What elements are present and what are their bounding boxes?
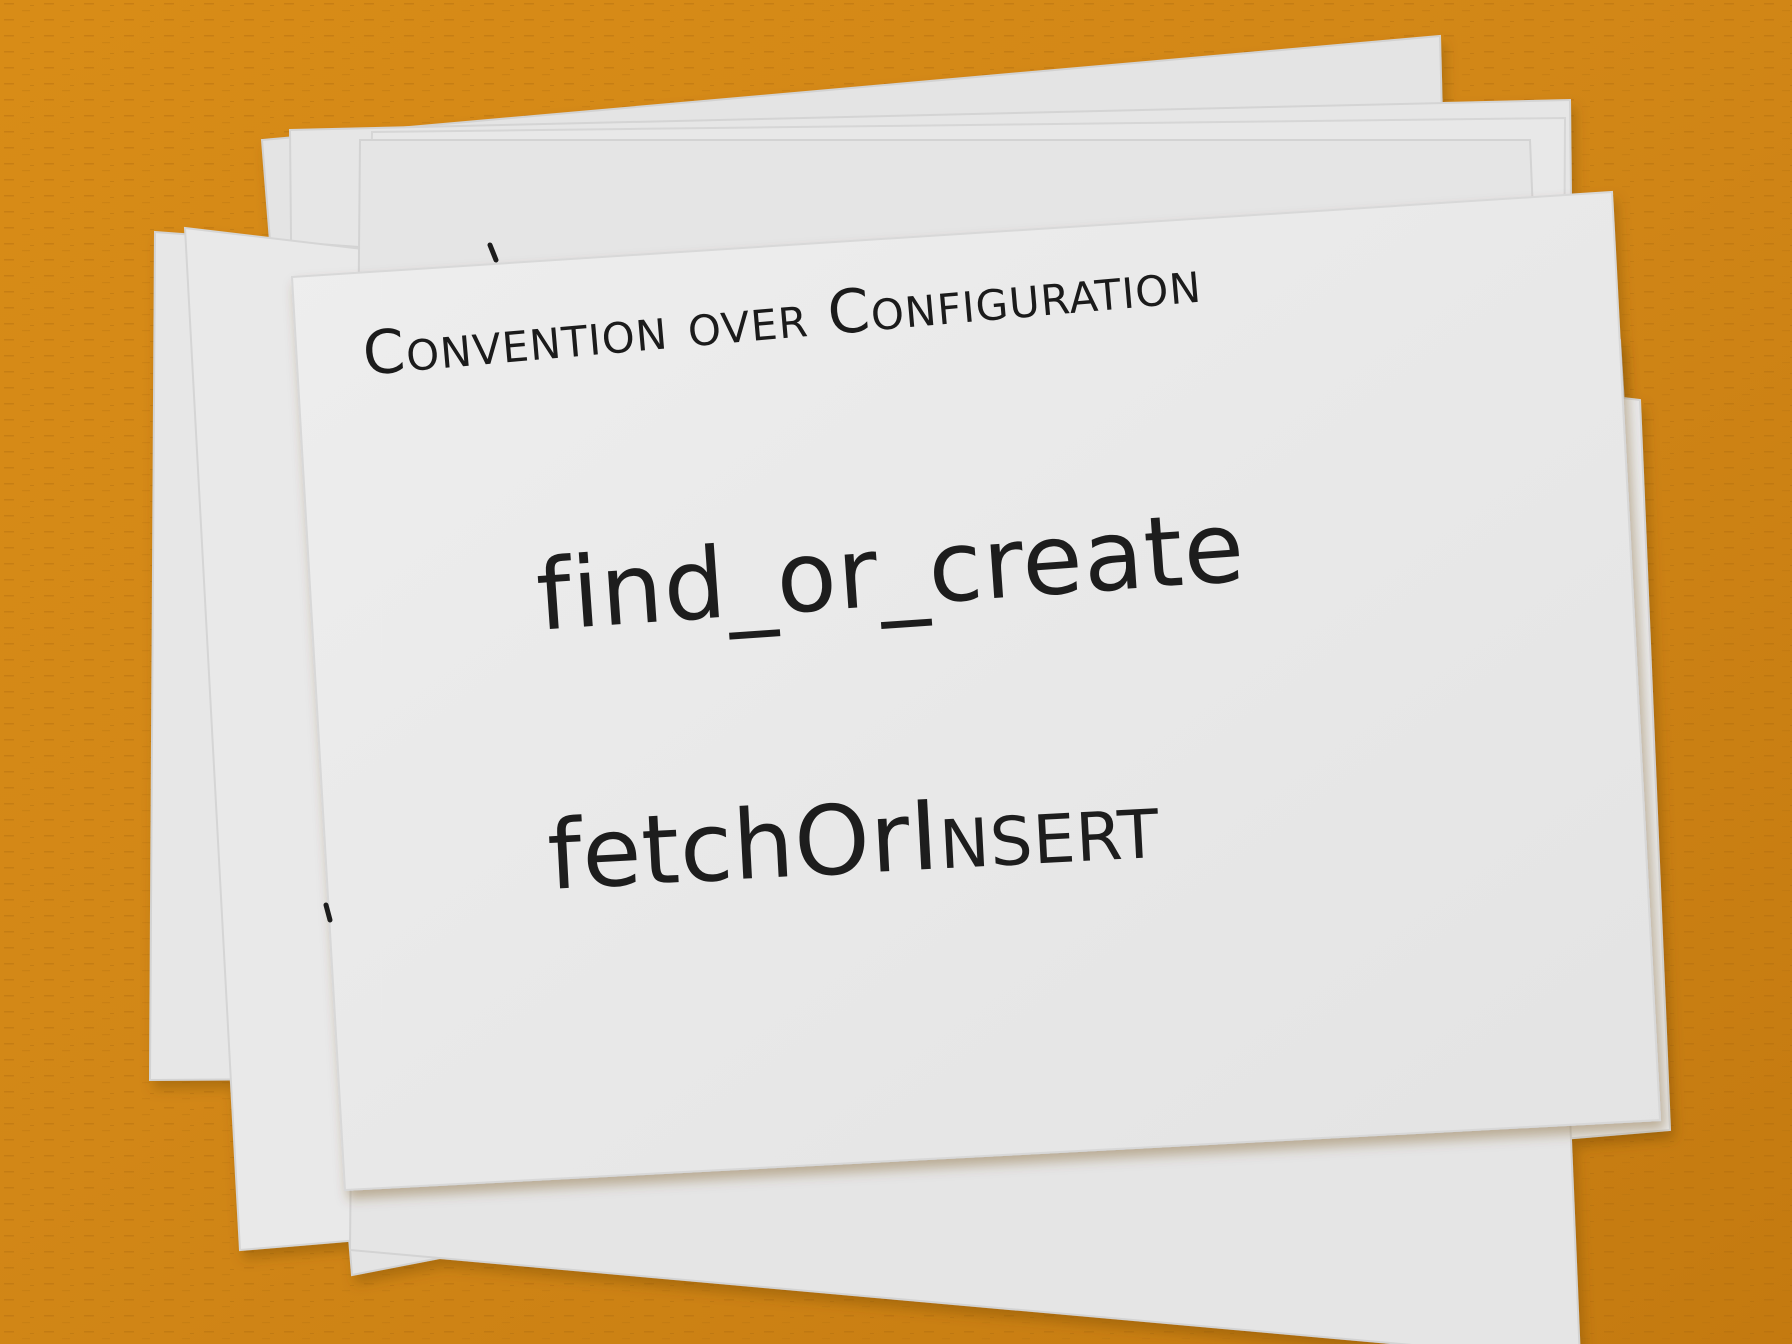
card-line-fetch-or-insert-suffix: Insert [907,767,1162,893]
top-card [290,190,1662,1192]
card-line-fetch-or-insert-prefix: fetchOr [545,781,914,912]
